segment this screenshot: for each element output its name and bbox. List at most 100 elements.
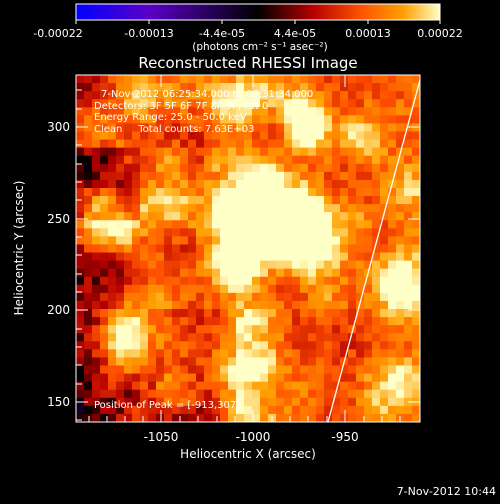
image-pixel	[196, 365, 205, 375]
image-pixel	[404, 284, 413, 294]
image-pixel	[244, 99, 253, 108]
image-pixel	[276, 131, 285, 141]
image-pixel	[228, 75, 237, 84]
image-pixel	[340, 381, 349, 391]
image-pixel	[404, 260, 413, 270]
image-pixel	[116, 75, 125, 84]
image-pixel	[252, 405, 261, 415]
image-pixel	[156, 357, 165, 367]
image-pixel	[156, 75, 165, 84]
image-pixel	[244, 397, 253, 407]
image-pixel	[124, 99, 133, 108]
image-pixel	[204, 333, 213, 342]
image-pixel	[308, 260, 317, 270]
image-pixel	[364, 389, 373, 399]
image-pixel	[220, 276, 229, 286]
image-pixel	[316, 309, 325, 318]
image-pixel	[388, 397, 397, 407]
image-pixel	[140, 413, 149, 422]
image-pixel	[388, 309, 397, 318]
image-pixel	[132, 83, 141, 92]
image-pixel	[148, 349, 157, 359]
image-pixel	[268, 115, 277, 125]
image-pixel	[324, 333, 333, 342]
image-pixel	[140, 381, 149, 391]
image-pixel	[364, 413, 373, 422]
image-pixel	[100, 115, 109, 125]
image-pixel	[316, 284, 325, 294]
image-pixel	[164, 260, 173, 270]
image-pixel	[292, 333, 301, 342]
image-pixel	[100, 373, 109, 383]
image-pixel	[196, 349, 205, 359]
image-pixel	[140, 317, 149, 326]
image-pixel	[220, 284, 229, 294]
image-pixel	[164, 309, 173, 318]
image-pixel	[228, 212, 237, 221]
image-pixel	[356, 187, 365, 197]
image-pixel	[300, 309, 309, 318]
image-pixel	[356, 139, 365, 149]
image-pixel	[300, 171, 309, 181]
image-pixel	[364, 252, 373, 262]
image-pixel	[84, 381, 93, 391]
image-pixel	[284, 300, 293, 310]
image-pixel	[244, 212, 253, 221]
image-pixel	[84, 405, 93, 415]
image-pixel	[228, 131, 237, 141]
image-pixel	[340, 284, 349, 294]
image-pixel	[196, 204, 205, 213]
image-pixel	[164, 155, 173, 165]
image-pixel	[284, 389, 293, 399]
image-pixel	[284, 284, 293, 294]
image-pixel	[116, 317, 125, 326]
image-pixel	[388, 123, 397, 133]
image-pixel	[380, 397, 389, 407]
image-pixel	[92, 244, 101, 254]
image-pixel	[196, 381, 205, 391]
image-pixel	[308, 357, 317, 367]
image-pixel	[76, 171, 85, 181]
image-pixel	[260, 236, 269, 246]
image-pixel	[212, 131, 221, 141]
image-pixel	[252, 373, 261, 383]
image-pixel	[140, 147, 149, 157]
image-pixel	[332, 397, 341, 407]
image-pixel	[148, 276, 157, 286]
image-pixel	[140, 131, 149, 141]
image-pixel	[292, 397, 301, 407]
image-pixel	[92, 317, 101, 326]
image-pixel	[236, 220, 245, 229]
image-pixel	[372, 300, 381, 310]
image-pixel	[204, 220, 213, 229]
image-pixel	[252, 163, 261, 173]
image-pixel	[172, 317, 181, 326]
image-pixel	[172, 373, 181, 383]
image-pixel	[284, 171, 293, 181]
image-pixel	[228, 357, 237, 367]
image-pixel	[148, 123, 157, 133]
image-pixel	[204, 325, 213, 334]
image-pixel	[116, 252, 125, 262]
image-pixel	[84, 123, 93, 133]
image-pixel	[76, 163, 85, 173]
image-pixel	[220, 309, 229, 318]
image-pixel	[380, 381, 389, 391]
image-pixel	[308, 196, 317, 205]
image-pixel	[388, 244, 397, 254]
image-pixel	[356, 317, 365, 326]
image-pixel	[196, 317, 205, 326]
image-pixel	[404, 309, 413, 318]
image-pixel	[76, 260, 85, 270]
image-pixel	[380, 187, 389, 197]
image-pixel	[164, 373, 173, 383]
image-pixel	[308, 333, 317, 342]
image-pixel	[132, 196, 141, 205]
image-pixel	[388, 236, 397, 246]
image-pixel	[292, 300, 301, 310]
image-pixel	[404, 179, 413, 189]
image-pixel	[132, 115, 141, 125]
image-pixel	[156, 139, 165, 149]
image-pixel	[340, 413, 349, 422]
image-pixel	[236, 357, 245, 367]
